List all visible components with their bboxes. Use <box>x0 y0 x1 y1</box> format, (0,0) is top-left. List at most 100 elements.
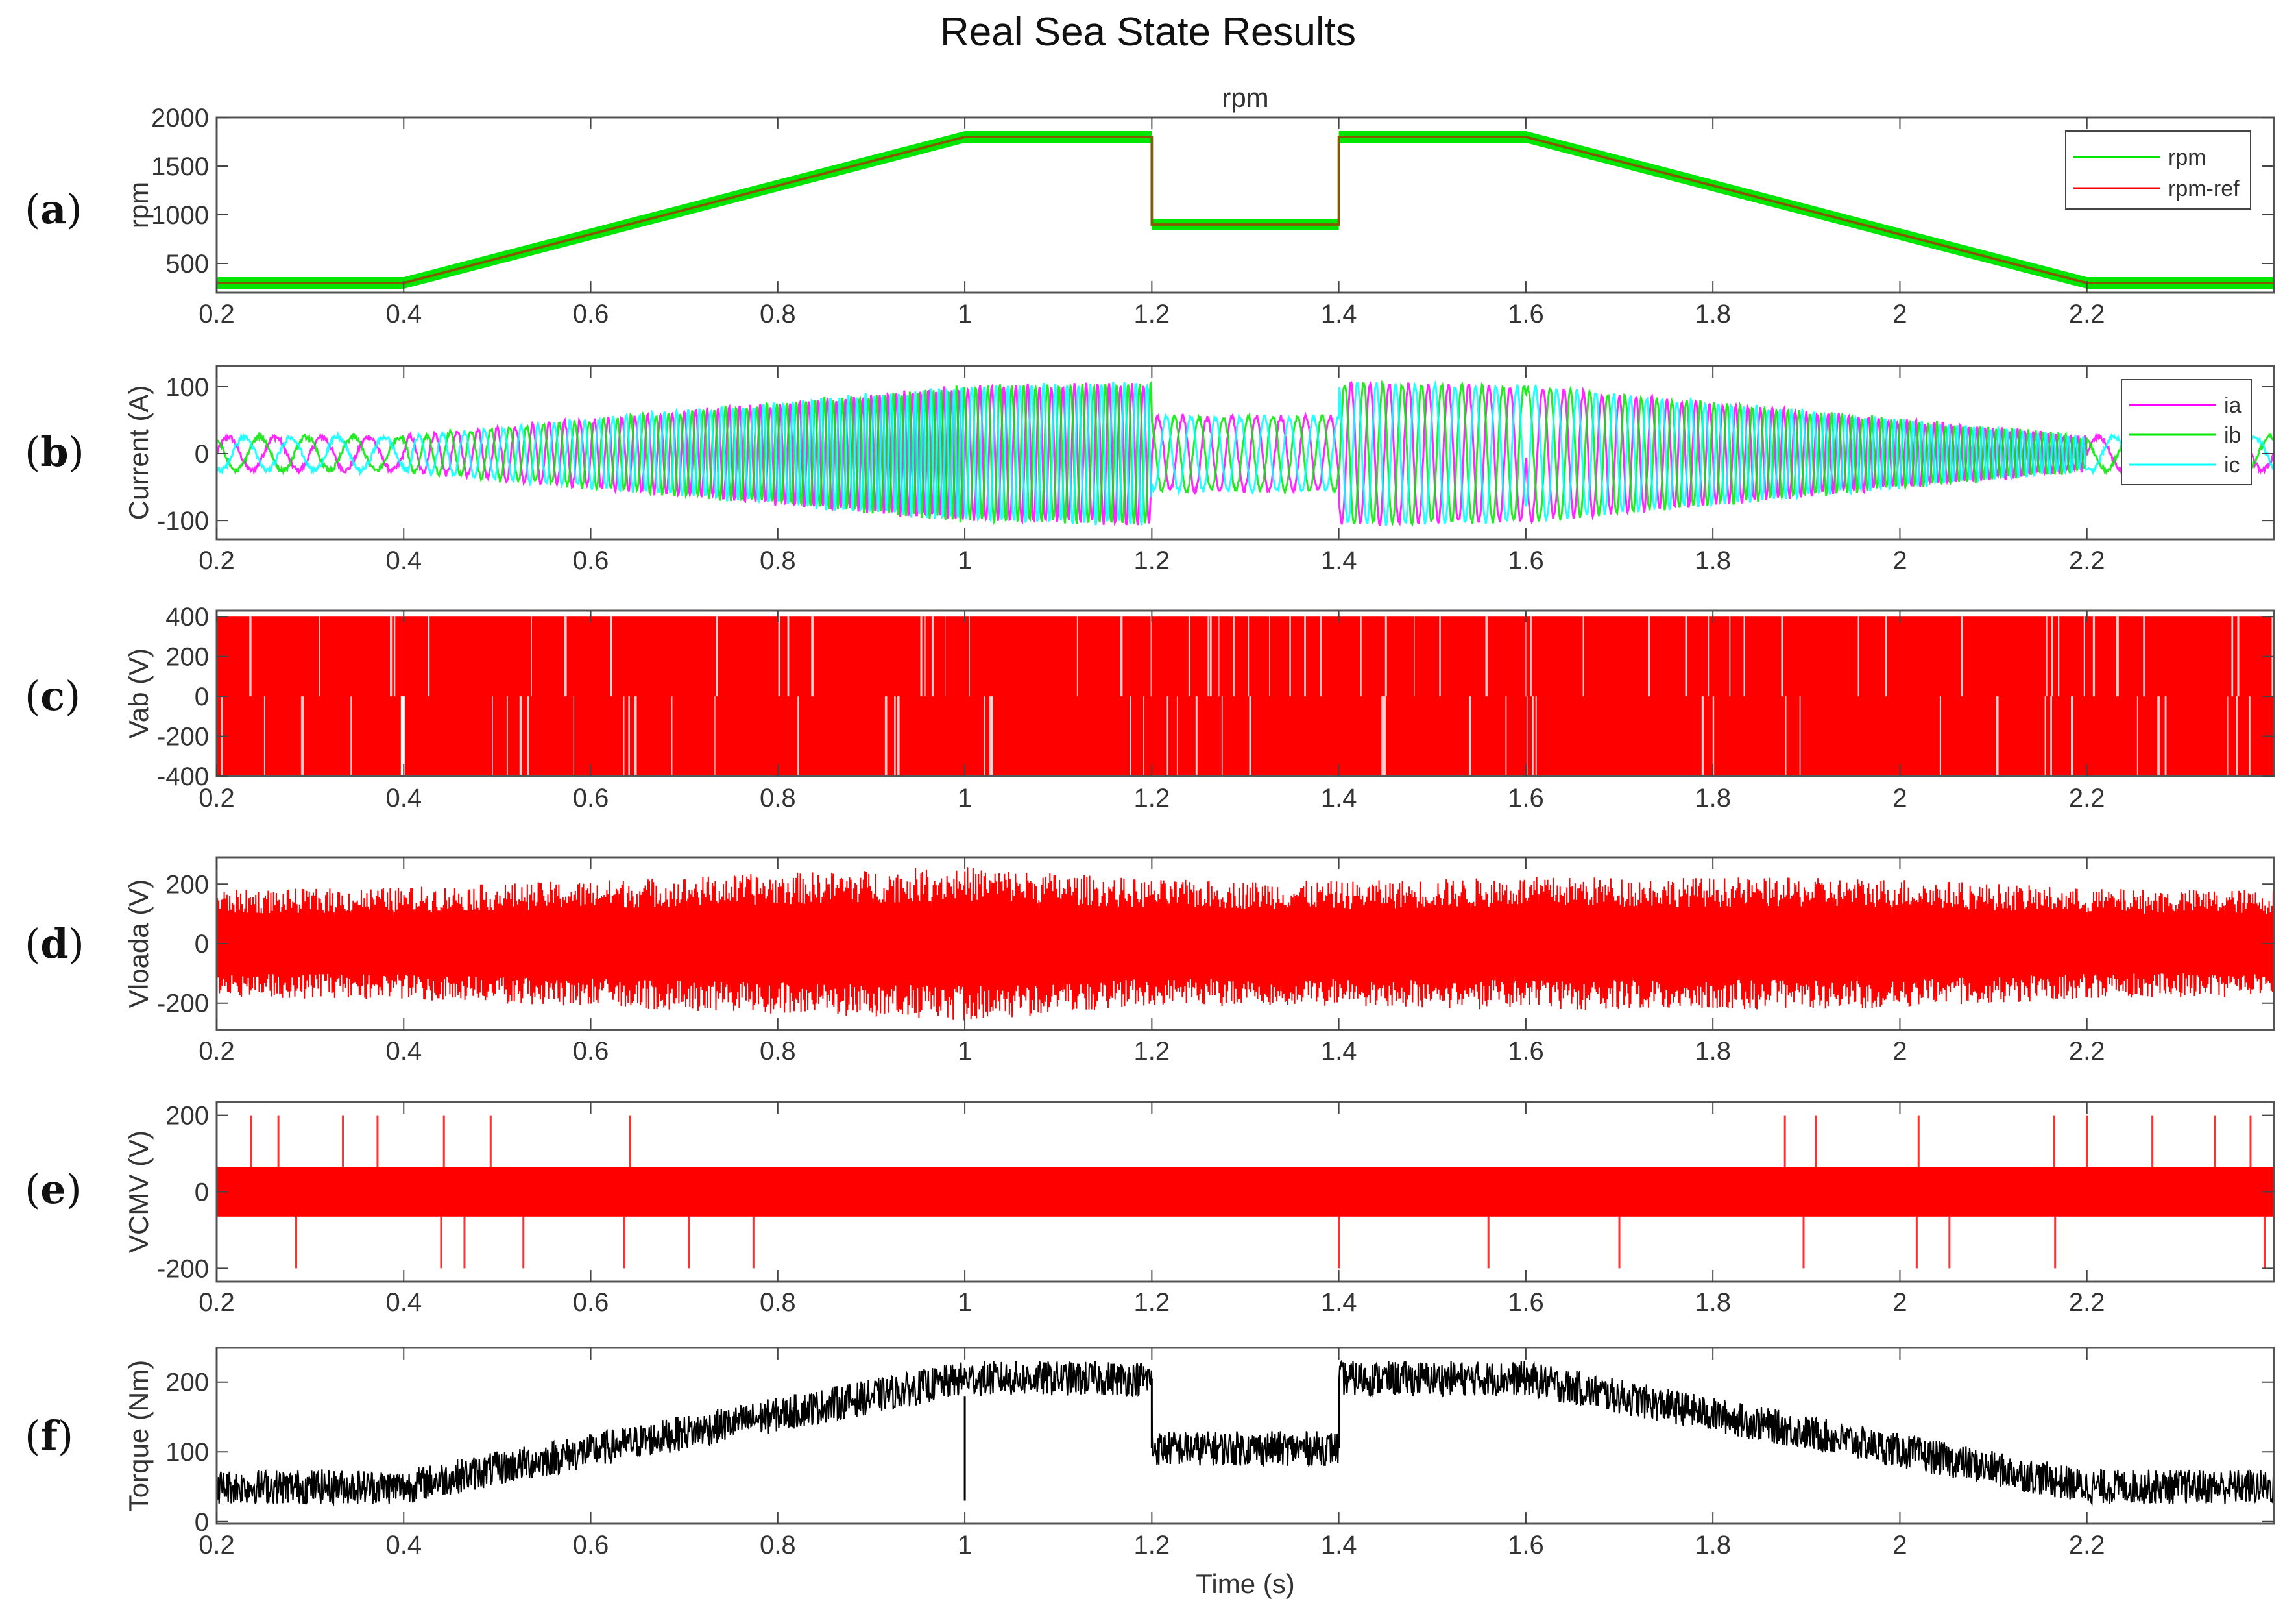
x-tick-label: 0.2 <box>199 784 235 812</box>
ib-series <box>217 380 2274 527</box>
x-tick-label: 1.2 <box>1134 1037 1170 1066</box>
x-tick-label: 0.6 <box>573 546 609 575</box>
x-tick-label: 2.2 <box>2069 546 2105 575</box>
x-tick-label: 2 <box>1892 300 1907 328</box>
panel-b-axes <box>215 365 2275 541</box>
x-tick-label: 1.6 <box>1508 1288 1544 1317</box>
panel-e-series <box>217 1115 2274 1269</box>
x-tick-label: 0.2 <box>199 1037 235 1066</box>
panel-d-ylabel: Vloada (V) <box>123 879 154 1008</box>
x-tick-label: 1.8 <box>1695 784 1731 812</box>
x-tick-label: 0.8 <box>760 1288 796 1317</box>
panel-a-subtitle: rpm <box>1222 82 1268 113</box>
y-tick-label: 2000 <box>151 104 209 132</box>
legend-label-ia: ia <box>2224 393 2242 418</box>
x-tick-label: 2 <box>1892 784 1907 812</box>
panel-f-ylabel: Torque (Nm) <box>123 1360 154 1511</box>
panel-c-plot: 0.2 0.4 0.6 0.8 1 1.2 1.4 1.6 1.8 2 2.2 -400 -200 0 20… <box>123 603 2275 812</box>
x-tick-label: 0.6 <box>573 784 609 812</box>
x-tick-label: 0.2 <box>199 1288 235 1317</box>
x-tick-label: 0.4 <box>385 546 422 575</box>
panel-label-c: (c) <box>25 672 81 720</box>
y-tick-label: 1500 <box>151 153 209 181</box>
legend-label-ic: ic <box>2224 453 2240 478</box>
panel-label-b: (b) <box>25 428 84 476</box>
panel-c-axes <box>215 609 2275 777</box>
x-tick-label: 0.8 <box>760 784 796 812</box>
y-tick-label: 0 <box>195 1508 209 1537</box>
x-tick-label: 1.4 <box>1321 300 1357 328</box>
x-tick-label: 0.6 <box>573 1531 609 1559</box>
panel-letter-e: e <box>40 1165 66 1213</box>
vloada-series <box>217 867 2274 1021</box>
legend: ia ib ic <box>2121 379 2252 485</box>
x-tick-label: 1.4 <box>1321 1531 1357 1559</box>
ic-series <box>217 380 2274 526</box>
y-tick-label: 0 <box>195 930 209 958</box>
figure-title: Real Sea State Results <box>939 10 1356 55</box>
x-tick-label: 0.8 <box>760 1531 796 1559</box>
x-tick-label: 0.8 <box>760 300 796 328</box>
legend-label-rpm-ref: rpm-ref <box>2168 177 2240 201</box>
panel-b-plot: 0.2 0.4 0.6 0.8 1 1.2 1.4 1.6 1.8 2 2.2 -100 0 100 Cur… <box>123 365 2275 575</box>
x-tick-label: 0.6 <box>573 1037 609 1066</box>
panel-f-axes <box>215 1347 2275 1525</box>
panel-e-plot: 0.2 0.4 0.6 0.8 1 1.2 1.4 1.6 1.8 2 2.2 -200 0 200 VCM… <box>123 1101 2275 1317</box>
panel-d-plot: 0.2 0.4 0.6 0.8 1 1.2 1.4 1.6 1.8 2 2.2 -200 0 200 Vlo… <box>123 856 2275 1066</box>
y-tick-label: 500 <box>165 250 209 278</box>
torque-series <box>217 1359 2274 1507</box>
panel-d-series <box>217 867 2274 1021</box>
x-tick-label: 1.6 <box>1508 546 1544 575</box>
x-tick-label: 0.4 <box>385 1531 422 1559</box>
x-tick-label: 0.8 <box>760 546 796 575</box>
x-tick-label: 2 <box>1892 1037 1907 1066</box>
x-tick-label: 2 <box>1892 546 1907 575</box>
x-tick-label: 1 <box>958 1288 972 1317</box>
x-tick-label: 2.2 <box>2069 1037 2105 1066</box>
panel-f-plot: 0.2 0.4 0.6 0.8 1 1.2 1.4 1.6 1.8 2 2.2 0 100 200 Torq… <box>123 1347 2275 1559</box>
panel-a-series <box>217 131 2274 289</box>
panel-c-series <box>217 616 2274 776</box>
x-tick-label: 0.2 <box>199 546 235 575</box>
panel-a-ylabel: rpm <box>123 182 154 228</box>
x-tick-label: 0.2 <box>199 1531 235 1559</box>
panel-label-d: (d) <box>25 920 84 968</box>
legend: rpm rpm-ref <box>2065 130 2251 210</box>
x-tick-label: 0.4 <box>385 1288 422 1317</box>
panel-label-e: (e) <box>25 1165 82 1213</box>
y-tick-label: 1000 <box>151 201 209 230</box>
y-tick-label: 100 <box>165 373 209 402</box>
x-tick-label: 1.2 <box>1134 546 1170 575</box>
x-tick-label: 0.6 <box>573 300 609 328</box>
y-tick-label: 200 <box>165 643 209 672</box>
x-tick-label: 1.4 <box>1321 1037 1357 1066</box>
vcmv-series <box>217 1167 2274 1217</box>
x-tick-label: 1.6 <box>1508 300 1544 328</box>
x-tick-label: 2.2 <box>2069 1288 2105 1317</box>
y-tick-label: -400 <box>157 763 209 791</box>
panel-b-series <box>217 380 2274 527</box>
y-tick-label: -200 <box>157 990 209 1018</box>
x-tick-label: 0.4 <box>385 1037 422 1066</box>
panel-b-ylabel: Current (A) <box>123 385 154 520</box>
y-tick-label: -100 <box>157 507 209 535</box>
panel-label-a: (a) <box>25 186 82 233</box>
x-tick-label: 0.2 <box>199 300 235 328</box>
y-tick-label: 0 <box>195 440 209 469</box>
panel-c-ylabel: Vab (V) <box>123 648 154 738</box>
y-tick-label: 200 <box>165 1369 209 1397</box>
panel-f-series <box>217 1359 2274 1507</box>
x-tick-label: 1.2 <box>1134 1288 1170 1317</box>
x-tick-label: 1.6 <box>1508 1531 1544 1559</box>
legend-label-rpm: rpm <box>2168 145 2206 170</box>
x-tick-label: 1.2 <box>1134 1531 1170 1559</box>
x-tick-label: 1.2 <box>1134 784 1170 812</box>
x-tick-label: 1.4 <box>1321 784 1357 812</box>
x-tick-label: 1 <box>958 300 972 328</box>
y-tick-label: 0 <box>195 683 209 711</box>
x-tick-label: 1 <box>958 1531 972 1559</box>
x-tick-label: 1.2 <box>1134 300 1170 328</box>
y-tick-label: 0 <box>195 1178 209 1207</box>
x-tick-label: 2.2 <box>2069 300 2105 328</box>
